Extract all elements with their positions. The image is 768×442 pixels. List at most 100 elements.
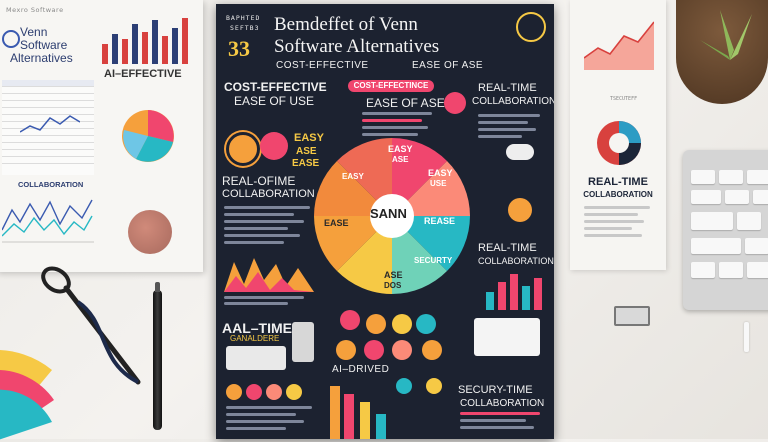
bar (510, 274, 518, 310)
key[interactable] (737, 212, 761, 230)
white-rod (744, 322, 749, 352)
wheel-seg-5a: ASE (384, 270, 403, 280)
bullet-list-left-2 (224, 296, 308, 305)
key[interactable] (747, 170, 768, 184)
heart-icon (392, 340, 412, 360)
left-infographic-sheet: Mexro Software Venn Software Alternative… (0, 0, 203, 272)
lock-icon (364, 340, 384, 360)
key[interactable] (753, 190, 768, 204)
bullet-list-left (224, 206, 314, 244)
scissors-tool (41, 266, 141, 385)
key[interactable] (691, 190, 721, 204)
wheel-seg-4a: SECURTY (414, 256, 453, 265)
star-icon (392, 314, 412, 334)
aal-time-sub: GANALDERE (230, 334, 280, 343)
bullet-list-right (478, 114, 542, 138)
right-title-2: COLLABORATION (583, 190, 653, 199)
bar (132, 24, 138, 64)
keyboard (683, 150, 768, 310)
bar (102, 44, 108, 64)
poster-small-2: SEFTB3 (230, 24, 260, 32)
poster-sub-right: EASE OF ASE (412, 60, 484, 71)
right-small-label: TSECUTEFF (610, 96, 638, 102)
key[interactable] (691, 170, 715, 184)
idea-icon (366, 314, 386, 334)
left-line-graph (20, 115, 80, 133)
badge-icon (340, 310, 360, 330)
wheel-seg-6a: EASE (324, 218, 349, 228)
realtime-top-2: COLLABORATION (472, 96, 554, 107)
leaf-icon (266, 384, 282, 400)
coin-icon (226, 132, 260, 166)
bar (376, 414, 386, 439)
aal-time-heading: AAL–TIME (222, 320, 292, 336)
laptop-screen-illustration (474, 318, 540, 356)
bell-icon (286, 384, 302, 400)
wheel-seg-3a: REASE (424, 216, 456, 226)
target-icon (260, 132, 288, 160)
shield-icon (416, 314, 436, 334)
key[interactable] (719, 262, 743, 278)
realtime-right-1: REAL-TIME (478, 242, 537, 254)
right-title-1: REAL-TIME (588, 176, 648, 188)
easy-small-3: EASE (292, 158, 320, 169)
cube-icon (426, 378, 442, 394)
bar (486, 292, 494, 310)
wheel-seg-5b: DOS (384, 281, 402, 290)
bar (522, 286, 530, 310)
right-area-chart (584, 21, 654, 70)
key[interactable] (747, 262, 768, 278)
ease-of-use-heading: EASE OF USE (234, 94, 315, 108)
globe-icon (396, 378, 412, 394)
left-collab-label: COLLABORATION (18, 180, 84, 189)
bar (344, 394, 354, 439)
bullet-list-bottom-right (460, 412, 544, 429)
flag-icon (246, 384, 262, 400)
key[interactable] (725, 190, 749, 204)
wheel-seg-2b: USE (430, 179, 447, 188)
poster-title-1: Bemdeffet of Venn (274, 14, 418, 35)
bar (182, 18, 188, 64)
bar (112, 34, 118, 64)
cost-effective-heading: COST-EFFECTIVE (224, 80, 327, 94)
easy-small-1: EASY (294, 132, 324, 144)
wheel-seg-1a: EASY (388, 144, 413, 154)
ease-of-ase-label: EASE OF ASE (366, 96, 445, 110)
wheel-center-label: SANN (370, 206, 407, 221)
key[interactable] (719, 170, 743, 184)
cloud-icon (506, 144, 534, 160)
power-icon (444, 92, 466, 114)
gear-icon (516, 12, 546, 42)
bullet-list-bottom (226, 406, 316, 430)
binder-clip (614, 306, 650, 326)
sun-icon (422, 340, 442, 360)
realoftime-heading-1: REAL-OFIME (222, 174, 296, 188)
pen-tip (155, 282, 160, 292)
pen (153, 290, 162, 430)
browser-illustration (226, 346, 286, 370)
left-sheet-title-1: Venn (20, 25, 48, 39)
key[interactable] (745, 238, 768, 254)
chart-icon (336, 340, 356, 360)
left-effective-label: AI–EFFECTIVE (104, 68, 182, 80)
secury-time-heading: SECURY-TIME (458, 384, 533, 396)
poster-title-2: Software Alternatives (274, 36, 440, 57)
bar (142, 32, 148, 64)
left-pie-chart (122, 110, 174, 162)
key[interactable] (691, 238, 741, 254)
left-area-chart (224, 258, 314, 292)
easy-small-2: ASE (296, 146, 317, 157)
key[interactable] (691, 212, 733, 230)
bottom-bar-chart (330, 386, 386, 439)
left-sheet-title-3: Alternatives (10, 51, 73, 65)
poster-small-1: BAPHTED (226, 14, 261, 22)
bullet-list-top (362, 112, 434, 136)
right-infographic-sheet: TSECUTEFF REAL-TIME COLLABORATION (570, 0, 666, 270)
right-donut-chart (597, 121, 641, 165)
realoftime-heading-2: COLLABORATION (222, 188, 315, 200)
calculator-illustration (292, 322, 314, 362)
left-line-chart (2, 199, 94, 243)
key[interactable] (691, 262, 715, 278)
poster-number: 33 (228, 36, 250, 61)
bar (534, 278, 542, 310)
